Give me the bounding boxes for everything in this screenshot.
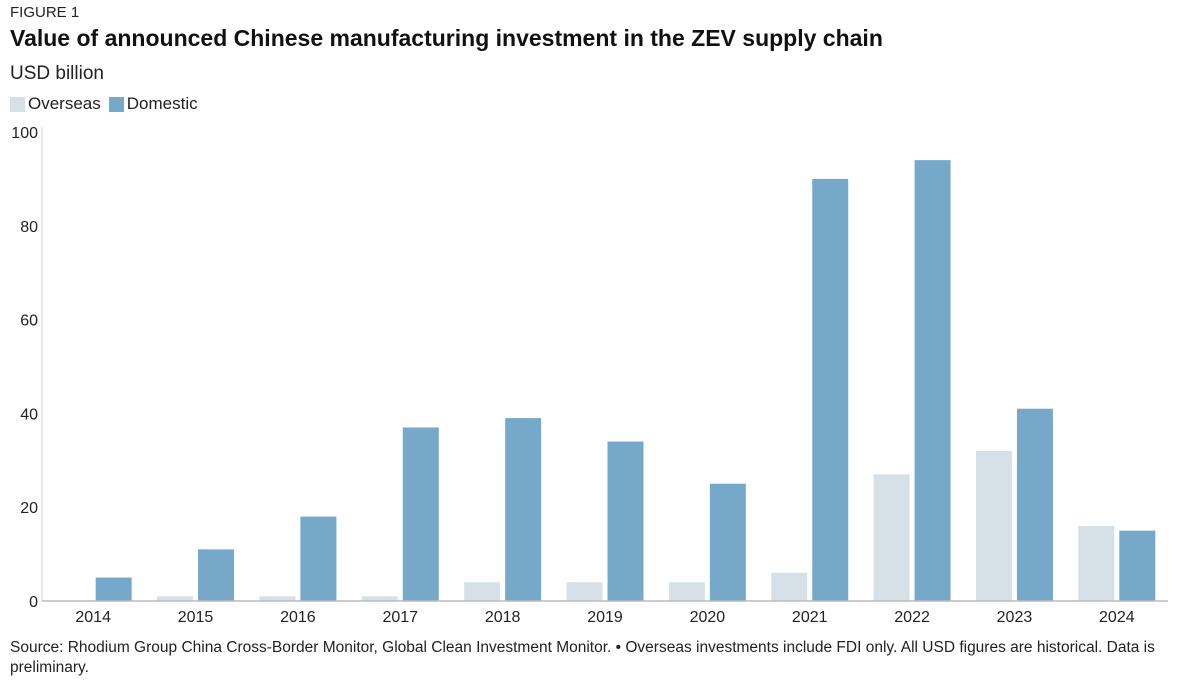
x-tick-label: 2019 xyxy=(587,609,623,626)
source-note: Source: Rhodium Group China Cross-Border… xyxy=(10,639,1155,676)
bar-domestic-2014 xyxy=(95,577,132,601)
y-axis-unit: USD billion xyxy=(10,63,104,84)
legend-label: Overseas xyxy=(28,94,101,113)
x-tick-label: 2018 xyxy=(485,609,521,626)
chart-title: Value of announced Chinese manufacturing… xyxy=(10,25,883,51)
x-tick-label: 2015 xyxy=(178,609,214,626)
bar-overseas-2019 xyxy=(566,582,603,601)
bar-domestic-2022 xyxy=(914,160,951,601)
y-tick-label: 60 xyxy=(20,313,38,330)
legend: Overseas Domestic xyxy=(10,94,206,114)
bar-domestic-2019 xyxy=(607,441,644,601)
x-tick-label: 2020 xyxy=(690,609,726,626)
bar-domestic-2018 xyxy=(505,418,542,601)
legend-swatch xyxy=(10,96,25,112)
bar-domestic-2017 xyxy=(402,427,439,601)
legend-item-overseas: Overseas xyxy=(10,94,101,114)
bar-overseas-2017 xyxy=(361,596,398,601)
legend-label: Domestic xyxy=(126,94,198,113)
bar-overseas-2021 xyxy=(771,572,808,601)
bar-overseas-2020 xyxy=(668,582,705,601)
legend-item-domestic: Domestic xyxy=(108,94,198,114)
y-tick-label: 0 xyxy=(29,594,38,611)
bar-domestic-2024 xyxy=(1119,530,1156,601)
bar-overseas-2015 xyxy=(157,596,194,601)
x-tick-label: 2017 xyxy=(382,609,418,626)
x-tick-label: 2022 xyxy=(894,609,930,626)
bar-domestic-2021 xyxy=(812,178,849,601)
bar-overseas-2022 xyxy=(873,474,910,601)
figure-label: FIGURE 1 xyxy=(10,4,80,21)
x-tick-label: 2016 xyxy=(280,609,316,626)
bar-overseas-2023 xyxy=(975,450,1012,601)
x-tick-label: 2024 xyxy=(1099,609,1135,626)
bar-domestic-2023 xyxy=(1016,408,1053,601)
bar-overseas-2016 xyxy=(259,596,296,601)
y-tick-label: 40 xyxy=(20,406,38,423)
bar-domestic-2016 xyxy=(300,516,337,601)
y-tick-label: 80 xyxy=(20,219,38,236)
x-tick-label: 2021 xyxy=(792,609,828,626)
x-tick-label: 2014 xyxy=(75,609,111,626)
bar-overseas-2018 xyxy=(464,582,501,601)
bar-domestic-2015 xyxy=(198,549,235,601)
legend-swatch xyxy=(108,96,124,112)
x-tick-label: 2023 xyxy=(997,609,1033,626)
y-tick-label: 100 xyxy=(11,125,38,142)
y-tick-label: 20 xyxy=(20,500,38,517)
bar-domestic-2020 xyxy=(709,483,746,601)
bar-overseas-2024 xyxy=(1078,525,1115,601)
